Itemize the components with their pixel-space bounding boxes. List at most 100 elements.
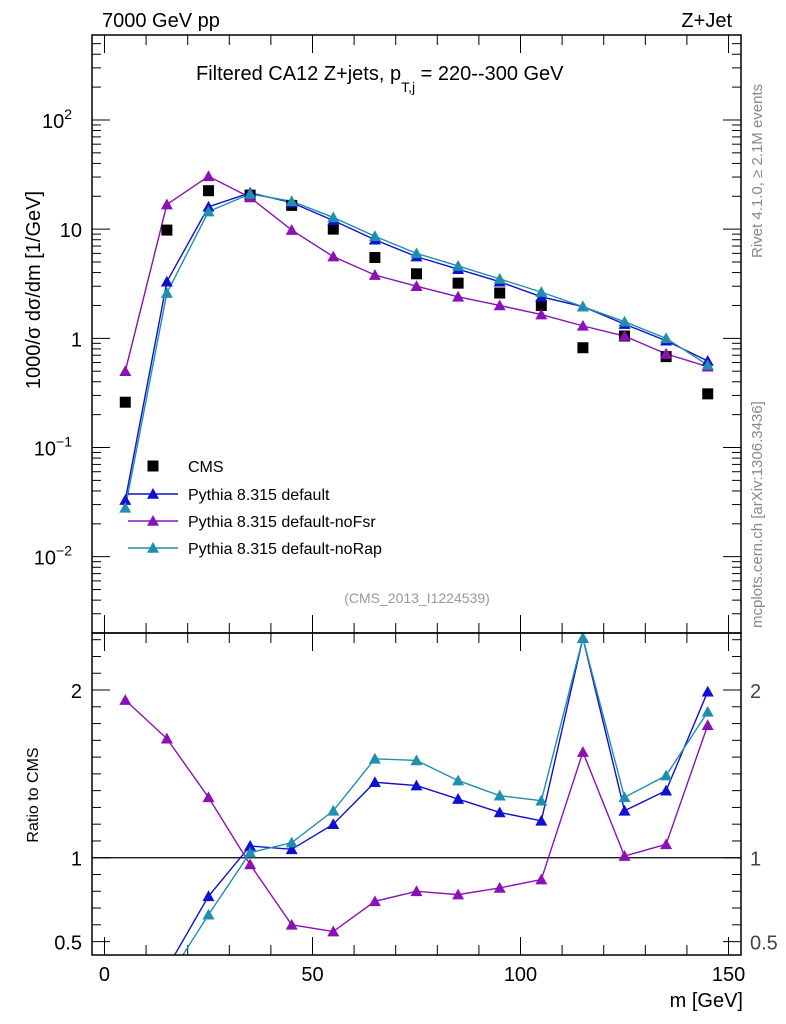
- analysis-id: (CMS_2013_I1224539): [344, 590, 490, 606]
- ratio-axis-ticks: 0.5 0.5 1 1 2 2 0 50 100 150: [54, 633, 778, 986]
- ratio-point-noFsr-13: [660, 838, 673, 850]
- main-point-CMS-8: [452, 277, 464, 289]
- ratio-point-default-13: [660, 784, 673, 796]
- main-point-noRap-9: [493, 272, 506, 284]
- ratio-point-default-14: [701, 685, 714, 697]
- ratio-point-noRap-0: [119, 1001, 131, 1012]
- ratio-y-tick-label-right-1: 1: [750, 849, 761, 871]
- ratio-y-tick-label-left-2: 2: [71, 681, 82, 703]
- main-y-tick-label-4: 10−2: [34, 543, 72, 570]
- main-point-noRap-13: [660, 332, 673, 344]
- plot-title-prefix: Filtered CA12 Z+jets, p: [196, 63, 401, 85]
- main-point-noFsr-11: [576, 319, 589, 331]
- ratio-point-noFsr-9: [493, 881, 506, 893]
- main-y-tick-label-3: 10−1: [34, 434, 72, 461]
- energy-label: 7000 GeV pp: [102, 10, 220, 32]
- main-y-tick-label-0: 102: [42, 106, 72, 133]
- ratio-point-noRap-10: [535, 794, 548, 806]
- ratio-point-default-1: [161, 962, 173, 973]
- main-point-default-0: [119, 494, 132, 505]
- ratio-point-noRap-7: [410, 754, 423, 766]
- main-point-noRap-4: [285, 195, 298, 207]
- main-point-CMS-2: [202, 185, 214, 197]
- ratio-y-tick-label-left-1: 1: [71, 849, 82, 871]
- ratio-point-default-9: [493, 806, 506, 818]
- main-point-CMS-10: [535, 299, 547, 311]
- plot-title-subscript: T,j: [401, 79, 415, 95]
- main-point-noFsr-2: [202, 170, 215, 182]
- main-point-noRap-8: [452, 259, 465, 271]
- legend-label-noRap: Pythia 8.315 default-noRap: [188, 541, 382, 558]
- legend-label-CMS: CMS: [188, 459, 224, 476]
- ratio-point-default-12: [618, 804, 631, 816]
- ratio-point-noRap-14: [701, 705, 714, 717]
- main-point-noRap-0: [119, 501, 132, 513]
- ratio-point-noRap-2: [202, 908, 215, 920]
- ratio-point-noRap-4: [285, 836, 298, 848]
- ratio-point-noRap-8: [452, 774, 465, 786]
- main-point-CMS-6: [369, 251, 381, 263]
- main-point-noFsr-5: [327, 250, 340, 262]
- main-y-tick-label-1: 10: [60, 220, 82, 242]
- main-point-noFsr-4: [285, 224, 298, 235]
- main-point-noFsr-12: [618, 330, 631, 341]
- main-point-noRap-3: [244, 187, 257, 199]
- main-axis-ticks: 102 10 1 10−1 10−2: [34, 34, 741, 634]
- ratio-point-noFsr-11: [576, 746, 589, 757]
- main-point-default-1: [160, 275, 173, 287]
- ratio-point-default-3: [244, 839, 257, 851]
- main-point-CMS-11: [577, 342, 589, 354]
- main-point-noRap-1: [160, 287, 173, 298]
- ratio-point-noFsr-8: [452, 888, 465, 900]
- ratio-point-noRap-3: [244, 846, 257, 858]
- ratio-point-default-7: [410, 779, 423, 791]
- ratio-line-default: [173, 637, 709, 955]
- ratio-y-tick-label-right-0: 0.5: [750, 933, 778, 955]
- main-series-layer: [119, 170, 714, 513]
- ratio-y-axis-label: Ratio to CMS: [25, 747, 42, 842]
- ratio-point-noFsr-3: [244, 858, 257, 870]
- ratio-point-noRap-11: [576, 633, 589, 643]
- plot-title: Filtered CA12 Z+jets, pT,j = 220--300 Ge…: [196, 63, 564, 95]
- ratio-point-default-8: [452, 793, 465, 804]
- main-y-tick-label-2: 1: [71, 329, 82, 351]
- main-point-noRap-11: [576, 300, 589, 312]
- main-point-noRap-5: [327, 211, 340, 223]
- legend-marker-CMS: [147, 460, 159, 472]
- ratio-point-noFsr-2: [202, 791, 215, 803]
- main-point-noRap-10: [535, 286, 548, 297]
- main-point-noFsr-9: [493, 299, 506, 311]
- main-point-noFsr-0: [119, 365, 132, 376]
- ratio-point-noFsr-0: [119, 694, 132, 705]
- ratio-point-default-10: [535, 814, 548, 826]
- legend-marker-noFsr: [147, 515, 159, 526]
- main-point-CMS-0: [119, 396, 131, 408]
- main-point-noFsr-13: [660, 347, 673, 359]
- main-point-CMS-7: [411, 268, 422, 280]
- ratio-series-layer: [119, 633, 714, 1012]
- ratio-line-noRap: [182, 635, 709, 955]
- x-tick-label-0: 0: [99, 964, 110, 986]
- ratio-point-noFsr-6: [368, 895, 381, 907]
- main-point-noRap-14: [701, 358, 714, 370]
- process-label: Z+Jet: [681, 10, 732, 32]
- ratio-line-noFsr: [124, 699, 709, 933]
- main-point-noRap-2: [202, 205, 215, 217]
- legend-label-default: Pythia 8.315 default: [188, 487, 330, 504]
- legend: CMS Pythia 8.315 default Pythia 8.315 defa…: [128, 459, 382, 558]
- main-point-noRap-12: [618, 315, 631, 327]
- main-point-CMS-5: [327, 223, 339, 235]
- legend-label-noFsr: Pythia 8.315 default-noFsr: [188, 514, 376, 531]
- ratio-point-noFsr-12: [618, 850, 631, 861]
- ratio-point-noFsr-10: [535, 873, 548, 885]
- ratio-point-noRap-12: [618, 791, 631, 803]
- main-point-CMS-9: [494, 287, 506, 299]
- main-point-noFsr-6: [368, 269, 381, 280]
- ratio-point-noFsr-1: [160, 732, 173, 744]
- x-tick-label-3: 150: [712, 964, 745, 986]
- ratio-point-noRap-6: [368, 752, 381, 764]
- main-y-axis-label: 1000/σ dσ/dm [1/GeV]: [23, 191, 45, 389]
- x-tick-label-2: 100: [504, 964, 537, 986]
- ratio-point-noFsr-7: [410, 885, 423, 897]
- ratio-point-noFsr-14: [701, 719, 714, 731]
